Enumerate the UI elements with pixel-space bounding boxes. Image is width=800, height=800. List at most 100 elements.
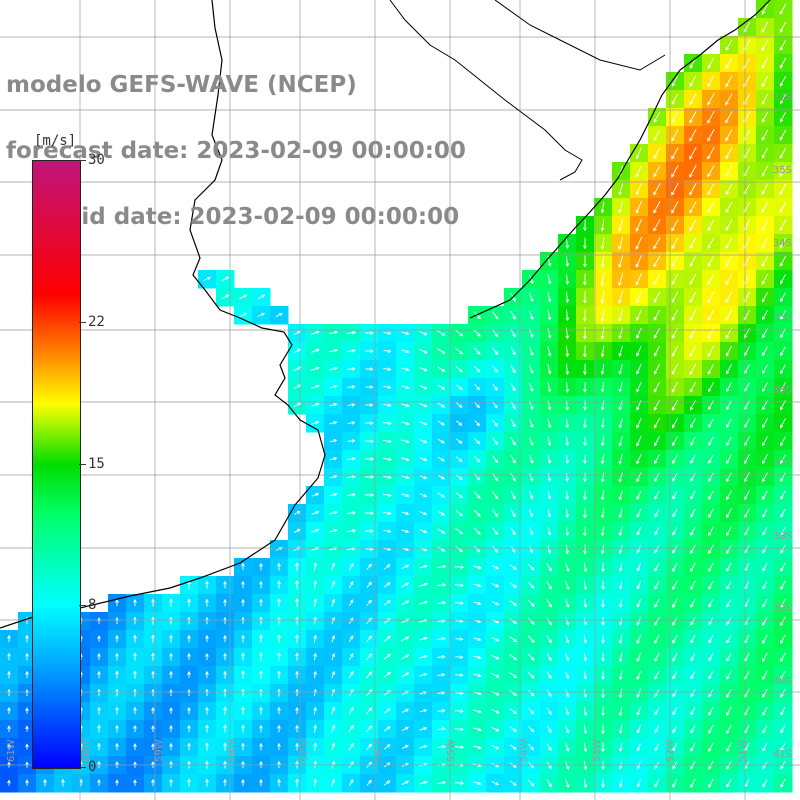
wind-arrow [671, 291, 679, 303]
wind-arrow-head [387, 689, 391, 694]
wind-arrow-head [7, 670, 11, 675]
wind-arrow [455, 674, 463, 676]
wind-arrow [761, 219, 769, 231]
wind-arrow [510, 490, 516, 500]
wind-arrow-head [477, 781, 482, 786]
wind-arrow-head [583, 353, 587, 358]
wind-arrow-head [313, 652, 317, 657]
wind-arrow [331, 599, 335, 607]
wind-arrow [672, 743, 678, 751]
wind-arrow-head [547, 550, 552, 555]
coastline [0, 0, 326, 629]
wind-arrow-head [458, 422, 463, 426]
wind-arrow [690, 508, 696, 518]
wind-arrow-head [672, 513, 676, 518]
wind-arrow [707, 291, 715, 303]
wind-arrow-head [762, 747, 766, 752]
wind-arrow-head [779, 191, 783, 196]
wind-arrow [707, 165, 715, 177]
wind-arrow-head [726, 460, 730, 465]
wind-arrow-head [369, 349, 374, 353]
wind-arrow-head [187, 760, 191, 765]
wind-arrow [779, 39, 787, 51]
wind-arrow-head [151, 688, 155, 693]
wind-arrow-head [331, 706, 336, 711]
wind-arrow-head [618, 640, 623, 645]
wind-arrow [744, 742, 750, 752]
wind-arrow-head [653, 388, 658, 393]
wind-arrow-head [761, 10, 766, 15]
wind-arrow-head [708, 639, 712, 644]
wind-arrow-head [459, 494, 463, 499]
wind-arrow-head [441, 386, 446, 390]
wind-arrow [329, 457, 337, 461]
wind-arrow-head [442, 780, 447, 785]
wind-arrow [689, 146, 697, 160]
wind-arrow-head [653, 209, 657, 214]
wind-arrow [221, 294, 229, 300]
wind-arrow-head [460, 781, 464, 785]
wind-arrow-head [654, 495, 658, 500]
wind-arrow [654, 743, 660, 751]
wind-arrow-head [115, 599, 119, 603]
wind-arrow-head [726, 657, 730, 662]
wind-arrow [419, 475, 427, 479]
wind-arrow [400, 439, 410, 443]
wind-arrow-head [405, 636, 410, 640]
wind-arrow-head [762, 496, 766, 501]
wind-arrow-head [672, 747, 676, 752]
wind-arrow-head [169, 707, 173, 711]
wind-arrow-head [654, 442, 658, 447]
wind-arrow [744, 724, 750, 734]
wind-arrow [492, 509, 498, 517]
wind-arrow-head [441, 530, 446, 534]
wind-arrow-head [636, 406, 640, 411]
wind-arrow-head [460, 565, 465, 569]
wind-arrow [672, 707, 678, 715]
wind-arrow-head [295, 616, 299, 620]
wind-arrow [761, 129, 769, 141]
wind-arrow-head [779, 173, 783, 177]
wind-arrow [708, 706, 714, 716]
wind-arrow [780, 526, 786, 536]
wind-arrow [419, 439, 427, 443]
wind-arrow [546, 653, 552, 661]
wind-arrow-head [672, 442, 676, 447]
wind-arrow [780, 436, 786, 446]
title-model: modelo GEFS-WAVE (NCEP) [6, 72, 357, 98]
wind-arrow-head [423, 744, 428, 749]
wind-arrow [707, 128, 715, 142]
wind-arrow [437, 674, 445, 676]
wind-arrow [383, 618, 391, 624]
wind-arrow-head [441, 727, 446, 731]
wind-arrow [583, 671, 587, 679]
wind-arrow [456, 438, 462, 444]
wind-arrow [601, 201, 605, 213]
wind-arrow [331, 581, 335, 589]
colorbar-tick-mark [79, 605, 86, 607]
wind-arrow [473, 365, 481, 373]
wind-arrow-head [494, 495, 499, 500]
wind-arrow [455, 509, 463, 517]
wind-arrow-head [459, 637, 464, 641]
wind-arrow [383, 385, 391, 389]
wind-arrow-head [241, 580, 245, 585]
wind-arrow-head [530, 424, 534, 429]
wind-arrow [565, 671, 569, 679]
wind-arrow-head [476, 404, 480, 409]
wind-arrow-head [689, 335, 693, 340]
latitude-label: 39S [773, 603, 792, 614]
wind-arrow-head [370, 529, 374, 533]
wind-arrow [347, 458, 355, 460]
wind-arrow-head [477, 637, 482, 642]
wind-arrow-head [654, 531, 658, 536]
wind-arrow [689, 255, 697, 267]
wind-arrow [383, 403, 391, 407]
wind-arrow [348, 563, 354, 571]
wind-arrow-head [672, 586, 676, 590]
wind-arrow [401, 727, 409, 731]
wind-arrow [619, 670, 623, 680]
wind-arrow [744, 490, 750, 500]
wind-arrow-head [333, 402, 338, 407]
wind-arrow-head [780, 783, 784, 788]
